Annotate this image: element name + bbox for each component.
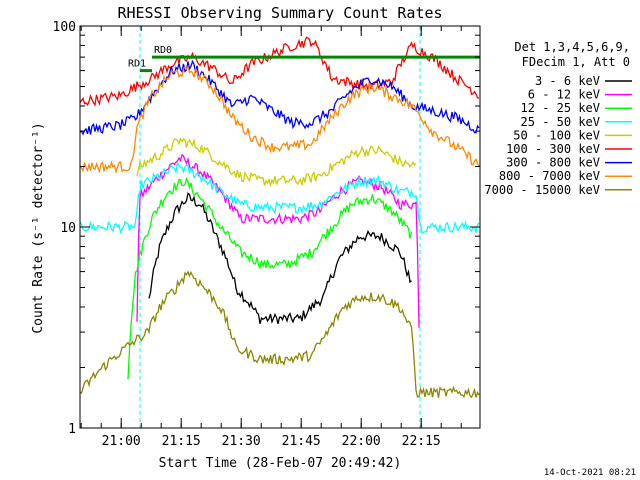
x-tick-label-4: 22:00: [342, 434, 381, 449]
flag-label-1: RD1: [128, 59, 146, 70]
x-tick-label-3: 21:45: [282, 434, 321, 449]
legend-entry-2: 12 - 25 keV: [521, 101, 600, 115]
legend-entry-4: 50 - 100 keV: [513, 128, 600, 142]
x-tick-label-1: 21:15: [162, 434, 201, 449]
y-tick-label-2: 100: [53, 20, 76, 35]
legend: Det 1,3,4,5,6,9,FDecim 1, Att 0 3 - 6 keV…: [484, 40, 632, 197]
x-axis-label: Start Time (28-Feb-07 20:49:42): [159, 456, 402, 471]
legend-entry-3: 25 - 50 keV: [521, 115, 600, 129]
timestamp: 14-Oct-2021 08:21: [544, 468, 636, 478]
x-tick-label-5: 22:15: [402, 434, 441, 449]
y-tick-label-1: 10: [60, 221, 76, 236]
legend-entry-5: 100 - 300 keV: [506, 142, 600, 156]
series-line-7: [79, 64, 480, 175]
series-line-4: [136, 137, 417, 188]
series-line-2: [127, 176, 413, 380]
legend-entry-0: 3 - 6 keV: [535, 74, 600, 88]
x-tick-label-2: 21:30: [222, 434, 261, 449]
legend-header-1: FDecim 1, Att 0: [522, 55, 630, 69]
legend-entry-6: 300 - 800 keV: [506, 156, 600, 170]
chart-title: RHESSI Observing Summary Count Rates: [117, 4, 442, 22]
y-axis-label: Count Rate (s⁻¹ detector⁻¹): [31, 122, 46, 333]
x-tick-label-0: 21:00: [102, 434, 141, 449]
series-line-8: [79, 270, 480, 399]
legend-entry-7: 800 - 7000 keV: [499, 169, 600, 183]
y-tick-label-0: 1: [68, 422, 76, 437]
legend-entry-1: 6 - 12 keV: [528, 88, 600, 102]
legend-header-0: Det 1,3,4,5,6,9,: [514, 40, 630, 54]
flag-label-0: RD0: [154, 45, 172, 56]
legend-entry-8: 7000 - 15000 keV: [484, 183, 600, 197]
plot-area: RD0 RD1 1 10 100 21:00 21:15 21:30 21:45 22:00 22:…: [53, 20, 481, 449]
series-line-3: [79, 160, 480, 235]
series-line-0: [148, 192, 412, 325]
